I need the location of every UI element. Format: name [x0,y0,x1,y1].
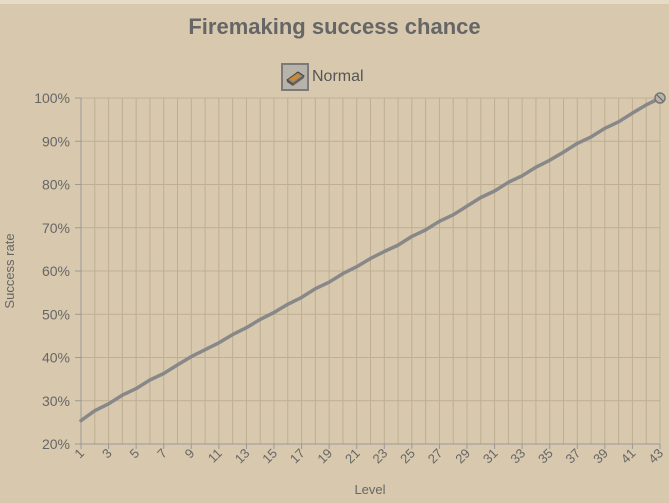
x-tick-label: 19 [314,446,335,467]
y-tick-label: 100% [34,90,70,106]
x-tick-label: 29 [452,446,473,467]
series-line-normal [79,96,662,423]
x-tick-label: 13 [232,446,253,467]
y-tick-label: 40% [42,350,70,366]
x-axis-title: Level [354,482,385,497]
y-tick-label: 90% [42,133,70,149]
y-tick-label: 30% [42,393,70,409]
x-tick-label: 25 [397,446,418,467]
x-tick-label: 43 [645,446,666,467]
x-tick-label: 5 [127,446,143,462]
x-tick-label: 41 [618,446,639,467]
x-tick-label: 37 [563,446,584,467]
x-tick-label: 33 [507,446,528,467]
x-tick-label: 17 [287,446,308,467]
x-tick-label: 9 [182,446,198,462]
y-tick-label: 20% [42,436,70,452]
x-tick-label: 35 [535,446,556,467]
top-border [0,0,669,4]
y-tick-label: 70% [42,220,70,236]
x-tick-label: 31 [480,446,501,467]
x-tick-label: 1 [71,446,87,462]
x-tick-label: 23 [370,446,391,467]
y-axis-title: Success rate [2,233,17,308]
chart-title: Firemaking success chance [188,14,481,39]
tinderbox-icon [281,63,309,91]
x-tick-label: 3 [99,446,115,462]
x-tick-label: 15 [259,446,280,467]
marker-cross [656,94,664,102]
legend-label: Normal [312,68,364,85]
x-tick-label: 7 [154,446,170,462]
legend-item-normal[interactable]: Normal [281,62,364,92]
y-tick-label: 60% [42,263,70,279]
x-tick-label: 39 [590,446,611,467]
x-tick-label: 21 [342,446,363,467]
y-tick-label: 50% [42,306,70,322]
y-tick-label: 80% [42,177,70,193]
x-tick-label: 27 [425,446,446,467]
x-tick-label: 11 [205,446,225,466]
